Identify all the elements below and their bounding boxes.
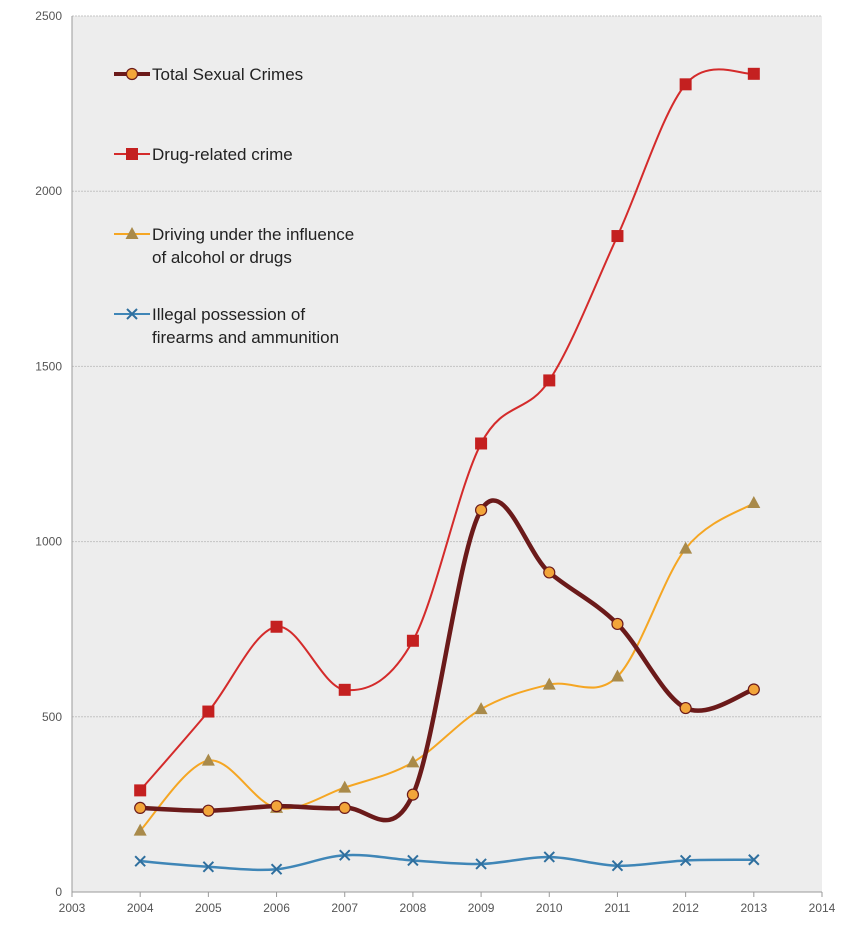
plot-area: [72, 16, 822, 892]
series-2: [133, 496, 761, 836]
series-line: [137, 498, 757, 823]
data-point: [338, 801, 351, 815]
series-line: [139, 502, 755, 832]
data-point: [748, 854, 760, 866]
data-point: [475, 437, 488, 450]
legend-swatch-marker: [126, 308, 138, 320]
series-1: [134, 67, 760, 797]
legend-swatch-marker: [125, 227, 139, 239]
data-point: [339, 849, 351, 861]
x-tick-label: 2007: [331, 901, 358, 915]
data-point: [610, 669, 624, 682]
y-tick-label: 1500: [35, 359, 62, 373]
data-point: [543, 374, 556, 387]
legend-swatch-marker: [125, 67, 139, 81]
legend-label: Illegal possession of: [152, 305, 305, 324]
x-tick-label: 2014: [809, 901, 836, 915]
series-3: [134, 849, 760, 875]
series-group: [133, 67, 761, 875]
data-point: [338, 683, 351, 696]
data-point: [202, 804, 215, 817]
data-point: [133, 823, 147, 836]
data-point: [474, 503, 488, 517]
data-point: [202, 705, 215, 718]
legend-item-3: Illegal possession of firearms and ammuni…: [114, 305, 339, 347]
legend-swatch-marker: [126, 148, 138, 160]
data-point: [474, 702, 488, 715]
x-tick-label: 2008: [400, 901, 427, 915]
y-tick-label: 2500: [35, 9, 62, 23]
data-point: [406, 634, 419, 647]
legend-item-0: Total Sexual Crimes: [114, 65, 303, 84]
y-tick-label: 0: [55, 885, 62, 899]
data-point: [543, 566, 556, 579]
data-point: [134, 801, 147, 815]
data-point: [747, 683, 760, 696]
data-point: [270, 620, 283, 633]
legend-label: Total Sexual Crimes: [152, 65, 303, 84]
data-point: [134, 784, 147, 797]
y-tick-label: 2000: [35, 184, 62, 198]
x-tick-label: 2005: [195, 901, 222, 915]
series-line: [138, 853, 756, 872]
x-tick-label: 2006: [263, 901, 290, 915]
data-point: [542, 677, 556, 690]
legend-label: Driving under the influence: [152, 225, 354, 244]
data-point: [338, 780, 352, 793]
x-tick-label: 2011: [605, 901, 631, 915]
series-line: [139, 68, 755, 792]
data-point: [679, 541, 693, 554]
legend: Total Sexual Crimes Drug-related crime Dri…: [114, 65, 354, 347]
data-point: [134, 855, 146, 867]
legend-item-2: Driving under the influence of alcohol or…: [114, 225, 354, 267]
data-point: [679, 78, 692, 91]
data-point: [406, 755, 420, 768]
legend-label: firearms and ammunition: [152, 328, 339, 347]
legend-item-1: Drug-related crime: [114, 145, 293, 164]
legend-label: of alcohol or drugs: [152, 248, 292, 267]
data-point: [543, 851, 555, 863]
data-point: [407, 854, 419, 867]
x-tick-label: 2009: [468, 901, 495, 915]
y-tick-label: 1000: [35, 535, 62, 549]
data-point: [475, 858, 487, 870]
legend-label: Drug-related crime: [152, 145, 293, 164]
data-point: [679, 701, 692, 715]
y-tick-label: 500: [42, 710, 62, 724]
data-point: [747, 496, 761, 509]
x-tick-label: 2013: [740, 901, 767, 915]
data-point: [406, 788, 420, 801]
x-tick-label: 2012: [672, 901, 699, 915]
data-point: [679, 854, 692, 867]
data-point: [747, 67, 760, 80]
data-point: [270, 863, 283, 875]
data-point: [611, 617, 624, 631]
x-tick-label: 2010: [536, 901, 563, 915]
x-tick-label: 2003: [59, 901, 86, 915]
axes: 0 500 1000 1500 2000 2500 2003 2004 2005 2006 2007…: [35, 9, 835, 915]
series-0: [134, 498, 760, 823]
data-point: [611, 860, 624, 872]
data-point: [201, 753, 215, 766]
x-tick-label: 2004: [127, 901, 154, 915]
data-point: [270, 800, 283, 813]
data-point: [202, 861, 215, 873]
data-point: [611, 230, 624, 243]
